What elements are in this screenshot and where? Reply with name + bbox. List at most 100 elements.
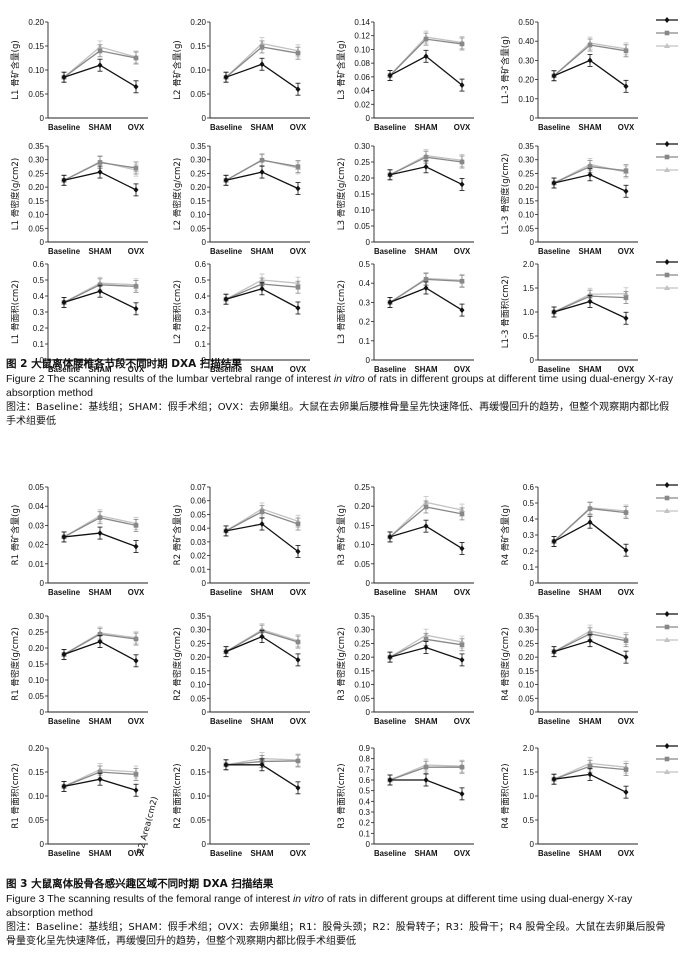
y-tick-label: 0.25 bbox=[354, 483, 370, 492]
data-point-m2 bbox=[423, 277, 429, 282]
y-tick-label: 0 bbox=[530, 579, 535, 588]
data-point-m1 bbox=[295, 185, 301, 192]
data-point-m1 bbox=[387, 171, 393, 178]
x-tick-label: OVX bbox=[128, 588, 145, 597]
data-point-m1 bbox=[423, 523, 429, 530]
data-point-m1 bbox=[623, 654, 629, 661]
y-tick-label: 0.1 bbox=[33, 340, 45, 349]
y-tick-label: 0.15 bbox=[28, 768, 44, 777]
chart-panel-13: 0 0.01 0.02 0.03 0.04 0.05 Baseline SHAM OVX R1 骨… bbox=[9, 483, 148, 597]
y-tick-label: 0 bbox=[202, 356, 207, 365]
y-axis-label: L3 骨密度(g/cm2) bbox=[335, 158, 347, 230]
data-point-m2 bbox=[623, 638, 629, 643]
x-tick-label: SHAM bbox=[415, 717, 438, 726]
data-point-m2 bbox=[423, 637, 429, 642]
y-tick-label: 0.15 bbox=[354, 190, 370, 199]
y-tick-label: 0.10 bbox=[518, 211, 534, 220]
x-tick-label: Baseline bbox=[48, 123, 81, 132]
data-point-m2 bbox=[459, 511, 465, 517]
data-point-m2 bbox=[295, 758, 301, 764]
data-point-m1 bbox=[551, 648, 557, 655]
chart-panel-6: 0 0.05 0.10 0.15 0.20 0.25 0.30 0.35 Baseline SHA… bbox=[171, 142, 310, 256]
y-tick-label: 0 bbox=[530, 356, 535, 365]
y-axis-label: R4 骨密度(g/cm2) bbox=[499, 627, 511, 701]
chart-panel-3: 0 0.02 0.04 0.06 0.08 0.10 0.12 0.14 Baseline SHA… bbox=[335, 18, 474, 132]
x-tick-label: OVX bbox=[454, 247, 471, 256]
x-tick-label: Baseline bbox=[538, 588, 571, 597]
y-tick-label: 0.03 bbox=[28, 521, 44, 530]
y-axis-label: R3 骨矿含量(g) bbox=[335, 505, 347, 566]
data-point-m2 bbox=[664, 495, 670, 501]
y-tick-label: 0.5 bbox=[523, 332, 535, 341]
x-tick-label: OVX bbox=[290, 717, 307, 726]
y-tick-label: 0.15 bbox=[354, 521, 370, 530]
y-tick-label: 0.10 bbox=[190, 66, 206, 75]
y-tick-label: 0.5 bbox=[523, 499, 535, 508]
chart-panel-5: 0 0.05 0.10 0.15 0.20 0.25 0.30 0.35 Baseline SHA… bbox=[9, 142, 148, 256]
y-tick-label: 0.5 bbox=[523, 816, 535, 825]
x-tick-label: SHAM bbox=[251, 849, 274, 858]
data-point-m2 bbox=[97, 515, 103, 521]
y-tick-label: 2.0 bbox=[523, 260, 535, 269]
chart-panel-9: 0 0.1 0.2 0.3 0.4 0.5 0.6 Baseline SHAM OVX L1 骨面积… bbox=[9, 260, 148, 374]
chart-panel-17: 0 0.05 0.10 0.15 0.20 0.25 0.30 Baseline SHAM OVX… bbox=[9, 612, 148, 726]
y-tick-label: 0 bbox=[366, 114, 371, 123]
data-point-m1 bbox=[61, 74, 67, 81]
x-tick-label: Baseline bbox=[48, 717, 81, 726]
data-point-m1 bbox=[459, 307, 465, 314]
y-tick-label: 0.04 bbox=[190, 524, 206, 533]
y-tick-label: 0.05 bbox=[190, 816, 206, 825]
data-point-m1 bbox=[423, 644, 429, 651]
data-point-m2 bbox=[623, 510, 629, 515]
chart-panel-15: 0 0.05 0.10 0.15 0.20 0.25 Baseline SHAM OVX R3 骨… bbox=[335, 483, 474, 597]
y-tick-label: 0.1 bbox=[523, 563, 535, 572]
y-axis-label: L1 骨密度(g/cm2) bbox=[9, 158, 21, 230]
data-point-m1 bbox=[61, 783, 67, 790]
y-tick-label: 0.20 bbox=[28, 744, 44, 753]
x-tick-label: OVX bbox=[618, 123, 635, 132]
data-point-m1 bbox=[587, 171, 593, 178]
y-tick-label: 0.25 bbox=[518, 639, 534, 648]
x-tick-label: Baseline bbox=[374, 365, 407, 374]
y-tick-label: 0.10 bbox=[28, 676, 44, 685]
y-tick-label: 0.5 bbox=[359, 260, 371, 269]
data-point-m2 bbox=[423, 154, 429, 160]
data-point-m3 bbox=[664, 637, 670, 642]
data-point-m2 bbox=[259, 509, 265, 514]
figure3-caption: 图 3 大鼠离体股骨各感兴趣区域不同时期 DXA 扫描结果 Figure 3 T… bbox=[6, 877, 674, 950]
y-tick-label: 0.10 bbox=[28, 792, 44, 801]
data-point-m1 bbox=[551, 180, 557, 187]
data-point-m2 bbox=[664, 272, 670, 278]
data-point-m2 bbox=[97, 48, 103, 54]
data-point-m1 bbox=[551, 776, 557, 783]
y-tick-label: 0.20 bbox=[28, 18, 44, 27]
data-point-m1 bbox=[133, 657, 139, 664]
chart-panel-18: 0 0.05 0.10 0.15 0.20 0.25 0.30 0.35 Baseline SHA… bbox=[171, 612, 310, 726]
x-tick-label: Baseline bbox=[210, 365, 243, 374]
y-tick-label: 0.25 bbox=[190, 169, 206, 178]
data-point-m1 bbox=[423, 777, 429, 783]
data-point-m1 bbox=[295, 548, 301, 555]
x-tick-label: OVX bbox=[290, 247, 307, 256]
chart-panel-10: 0 0.1 0.2 0.3 0.4 0.5 0.6 Baseline SHAM OVX L2 骨面积… bbox=[171, 260, 310, 374]
data-point-m1 bbox=[459, 545, 465, 552]
x-tick-label: SHAM bbox=[579, 849, 602, 858]
y-tick-label: 0.12 bbox=[354, 32, 370, 41]
x-tick-label: OVX bbox=[618, 247, 635, 256]
y-axis-label: L1-3 骨密度(g/cm2) bbox=[499, 154, 511, 235]
y-tick-label: 0.05 bbox=[190, 90, 206, 99]
x-tick-label: Baseline bbox=[538, 849, 571, 858]
data-point-m1 bbox=[623, 83, 629, 90]
x-tick-label: OVX bbox=[128, 365, 145, 374]
y-tick-label: 0 bbox=[40, 840, 45, 849]
data-point-m1 bbox=[664, 482, 670, 488]
y-tick-label: 0.15 bbox=[28, 197, 44, 206]
y-tick-label: 0.30 bbox=[354, 142, 370, 151]
x-tick-label: Baseline bbox=[374, 123, 407, 132]
x-tick-label: Baseline bbox=[210, 588, 243, 597]
y-tick-label: 0.25 bbox=[190, 639, 206, 648]
y-tick-label: 0.20 bbox=[518, 653, 534, 662]
y-tick-label: 0.15 bbox=[190, 42, 206, 51]
x-tick-label: SHAM bbox=[415, 588, 438, 597]
y-tick-label: 0.02 bbox=[354, 100, 370, 109]
